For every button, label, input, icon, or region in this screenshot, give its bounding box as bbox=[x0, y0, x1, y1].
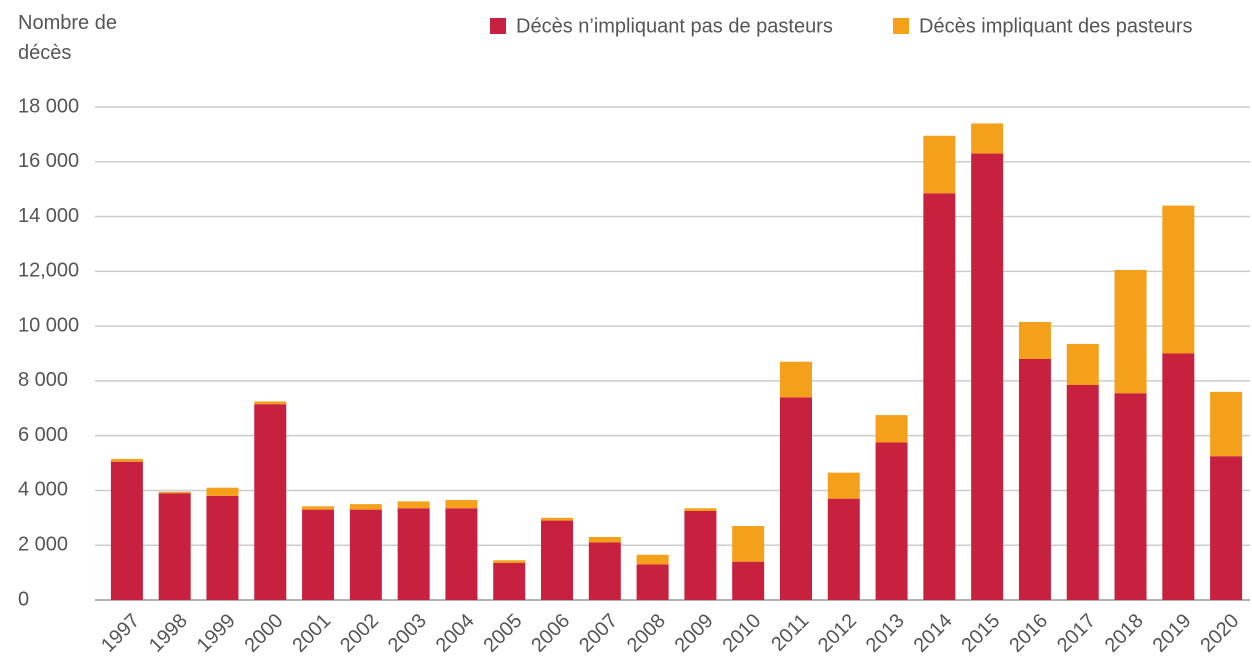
bar-segment bbox=[636, 564, 669, 600]
bar-segment bbox=[1114, 393, 1147, 600]
bar-segment bbox=[158, 493, 191, 600]
y-tick-label: 4 000 bbox=[18, 479, 68, 501]
bar-segment bbox=[158, 491, 191, 494]
bar-segment bbox=[971, 123, 1004, 154]
legend-swatch bbox=[490, 18, 506, 34]
x-tick-label: 2017 bbox=[1053, 610, 1100, 657]
legend-label: Décès n’impliquant pas de pasteurs bbox=[516, 15, 833, 37]
y-tick-label: 14 000 bbox=[18, 205, 79, 227]
bar-segment bbox=[732, 561, 765, 600]
bar-segment bbox=[302, 509, 335, 600]
bar-segment bbox=[1066, 343, 1099, 385]
x-tick-label: 2002 bbox=[336, 610, 383, 657]
bar-segment bbox=[636, 554, 669, 565]
x-tick-label: 2019 bbox=[1149, 610, 1196, 657]
bar-segment bbox=[779, 397, 812, 600]
x-tick-label: 1997 bbox=[97, 610, 144, 657]
x-tick-label: 2014 bbox=[910, 610, 957, 657]
bar-segment bbox=[779, 361, 812, 398]
bar-segment bbox=[541, 520, 574, 600]
x-tick-label: 2005 bbox=[479, 610, 526, 657]
x-tick-label: 2000 bbox=[241, 610, 288, 657]
bar-segment bbox=[445, 508, 478, 600]
bar-segment bbox=[827, 498, 860, 600]
bar-segment bbox=[732, 526, 765, 562]
bar-segment bbox=[875, 415, 908, 443]
x-tick-label: 2018 bbox=[1101, 610, 1148, 657]
bar-segment bbox=[1162, 353, 1195, 600]
x-tick-label: 2013 bbox=[862, 610, 909, 657]
bar-segment bbox=[1066, 384, 1099, 600]
bar-segment bbox=[397, 508, 430, 600]
bar-segment bbox=[110, 461, 143, 600]
x-tick-label: 2011 bbox=[767, 610, 813, 656]
y-tick-label: 8 000 bbox=[18, 369, 68, 391]
bar-segment bbox=[445, 500, 478, 509]
bar-segment bbox=[541, 517, 574, 521]
y-tick-label: 10 000 bbox=[18, 314, 79, 336]
bar-segment bbox=[1018, 358, 1051, 600]
x-tick-label: 2015 bbox=[957, 610, 1004, 657]
bar-segment bbox=[923, 135, 956, 194]
bar-segment bbox=[110, 458, 143, 462]
bar-segment bbox=[493, 560, 526, 564]
x-tick-label: 2009 bbox=[671, 610, 718, 657]
bar-segment bbox=[302, 506, 335, 510]
bar-segment bbox=[684, 508, 717, 511]
bar-segment bbox=[875, 442, 908, 600]
x-tick-label: 2012 bbox=[814, 610, 861, 657]
bar-segment bbox=[349, 509, 382, 600]
bar-segment bbox=[827, 472, 860, 499]
y-tick-label: 0 bbox=[18, 588, 29, 610]
y-tick-label: 12,000 bbox=[18, 260, 79, 282]
bar-segment bbox=[588, 537, 621, 543]
bar-segment bbox=[493, 563, 526, 600]
y-axis-label: Nombre de décès bbox=[18, 12, 117, 64]
x-tick-label: 2016 bbox=[1005, 610, 1052, 657]
bar-segment bbox=[349, 504, 382, 510]
y-tick-label: 2 000 bbox=[18, 534, 68, 556]
x-tick-label: 1999 bbox=[193, 610, 240, 657]
x-tick-label: 1998 bbox=[145, 610, 192, 657]
legend-swatch bbox=[893, 18, 909, 34]
bar-segment bbox=[971, 153, 1004, 601]
x-tick-label: 2006 bbox=[527, 610, 574, 657]
y-tick-label: 16 000 bbox=[18, 150, 79, 172]
y-tick-label: 6 000 bbox=[18, 424, 68, 446]
x-tick-label: 2010 bbox=[718, 610, 765, 657]
bar-segment bbox=[254, 401, 287, 405]
x-tick-label: 2020 bbox=[1196, 610, 1243, 657]
x-tick-label: 2003 bbox=[384, 610, 431, 657]
y-tick-label: 18 000 bbox=[18, 95, 79, 117]
x-tick-label: 2001 bbox=[288, 610, 335, 657]
x-tick-label: 2004 bbox=[432, 610, 479, 657]
bar-segment bbox=[254, 404, 287, 600]
bar-segment bbox=[1018, 322, 1051, 359]
bar-segment bbox=[1162, 205, 1195, 354]
bar-segment bbox=[1210, 456, 1243, 600]
bar-segment bbox=[206, 487, 239, 496]
bar-segment bbox=[588, 542, 621, 600]
x-tick-label: 2008 bbox=[623, 610, 670, 657]
bar-segment bbox=[684, 510, 717, 600]
bar-segment bbox=[923, 193, 956, 600]
bar-segment bbox=[397, 501, 430, 509]
bar-segment bbox=[1210, 391, 1243, 457]
bar-segment bbox=[206, 495, 239, 600]
legend-label: Décès impliquant des pasteurs bbox=[919, 15, 1192, 37]
x-tick-label: 2007 bbox=[575, 610, 622, 657]
bar-segment bbox=[1114, 269, 1147, 394]
